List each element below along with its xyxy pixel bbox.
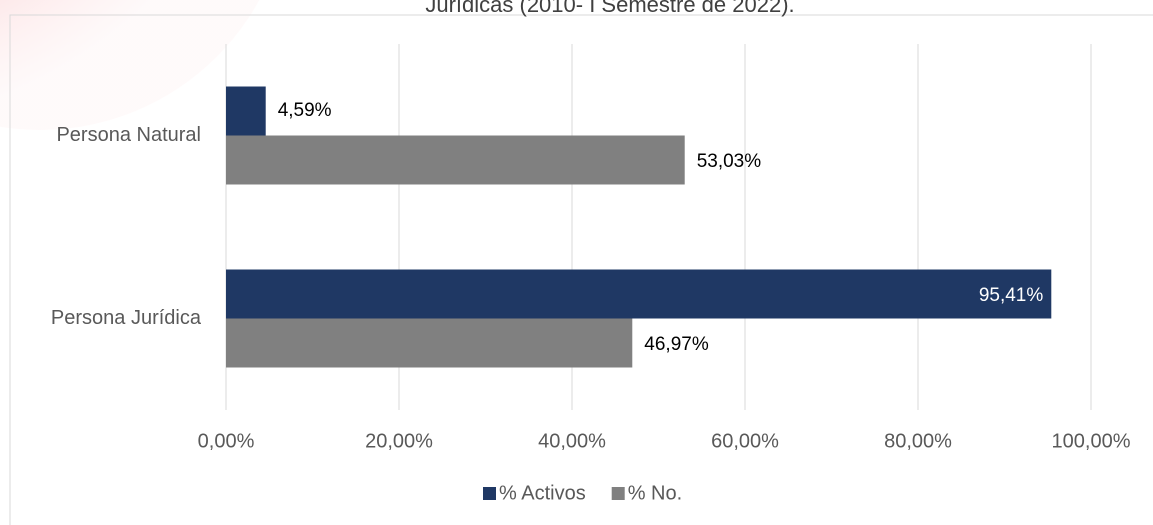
y-tick-label: Persona Natural xyxy=(56,124,201,146)
data-label: 46,97% xyxy=(644,334,709,355)
x-tick-label: 100,00% xyxy=(1052,430,1131,452)
y-tick-label: Persona Jurídica xyxy=(51,307,202,329)
data-label: 53,03% xyxy=(697,151,762,172)
legend-swatch xyxy=(611,487,625,500)
data-label: 95,41% xyxy=(979,285,1044,306)
legend-swatch xyxy=(483,487,496,500)
decoration xyxy=(0,0,260,130)
legend-label: % No. xyxy=(628,482,682,504)
chart-title: Jurídicas (2010- I Semestre de 2022). xyxy=(425,0,794,17)
x-tick-label: 80,00% xyxy=(884,430,952,452)
x-tick-label: 20,00% xyxy=(365,430,433,452)
legend-label: % Activos xyxy=(499,482,586,504)
bar xyxy=(226,135,685,185)
x-tick-label: 0,00% xyxy=(198,430,255,452)
chart-frame xyxy=(9,14,1153,525)
x-tick-label: 60,00% xyxy=(711,430,779,452)
x-tick-label: 40,00% xyxy=(538,430,606,452)
bar xyxy=(226,318,633,368)
bar xyxy=(226,269,1052,319)
bar xyxy=(226,86,266,136)
data-label: 4,59% xyxy=(278,100,332,121)
